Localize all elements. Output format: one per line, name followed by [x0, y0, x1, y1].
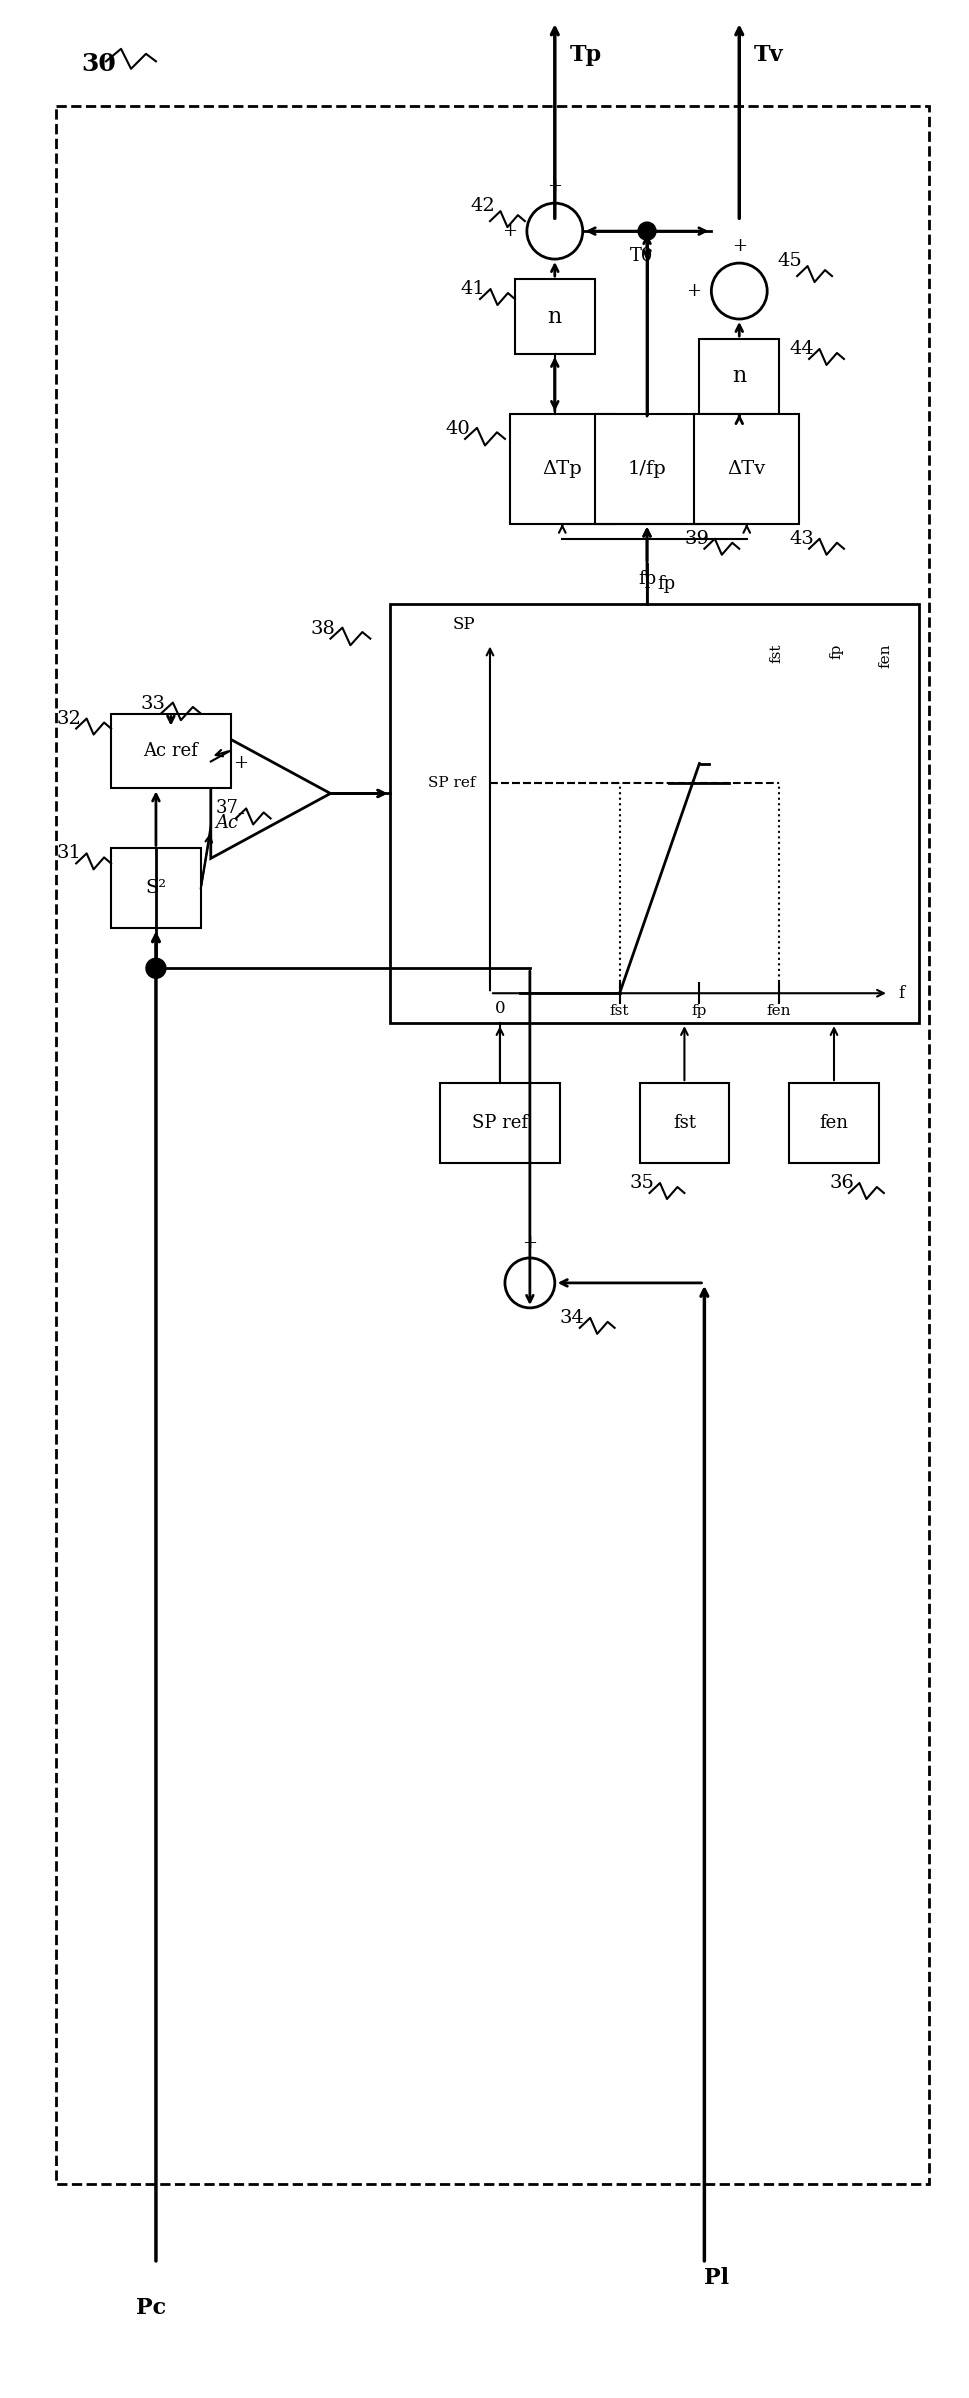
Text: SP ref: SP ref — [427, 777, 475, 791]
Text: Tv: Tv — [754, 43, 784, 67]
Text: 33: 33 — [141, 695, 166, 712]
Text: 36: 36 — [829, 1175, 854, 1192]
Text: n: n — [733, 364, 746, 388]
Text: Pl: Pl — [704, 2266, 730, 2288]
Text: +: + — [522, 1235, 538, 1252]
Text: +: + — [502, 223, 516, 240]
Text: 1/fp: 1/fp — [628, 460, 667, 477]
Text: 43: 43 — [789, 530, 814, 547]
Text: ΔTv: ΔTv — [728, 460, 766, 477]
FancyBboxPatch shape — [700, 338, 779, 415]
Text: 39: 39 — [684, 530, 709, 547]
Text: Ac: Ac — [216, 815, 239, 832]
Text: fst: fst — [769, 643, 783, 664]
FancyBboxPatch shape — [515, 278, 595, 355]
Text: Pc: Pc — [136, 2297, 166, 2319]
Text: 42: 42 — [470, 197, 495, 216]
Circle shape — [146, 959, 166, 978]
Text: 37: 37 — [216, 799, 238, 818]
Text: fp: fp — [692, 1005, 707, 1019]
Text: fen: fen — [766, 1005, 792, 1019]
Text: 44: 44 — [789, 341, 814, 357]
FancyBboxPatch shape — [111, 849, 201, 928]
Text: fp: fp — [638, 571, 656, 588]
Text: ΔTp: ΔTp — [543, 460, 582, 477]
Text: fen: fen — [879, 643, 892, 669]
Text: 31: 31 — [56, 844, 81, 863]
Text: -: - — [563, 1273, 570, 1293]
Text: 32: 32 — [56, 710, 81, 727]
FancyBboxPatch shape — [595, 415, 700, 523]
Text: +: + — [234, 753, 248, 772]
Text: SP: SP — [453, 616, 475, 633]
Text: SP ref: SP ref — [472, 1115, 528, 1132]
FancyBboxPatch shape — [789, 1084, 879, 1163]
Text: 40: 40 — [445, 420, 470, 439]
Text: n: n — [547, 305, 562, 329]
Text: +: + — [686, 283, 702, 300]
Text: +: + — [732, 237, 747, 254]
FancyBboxPatch shape — [640, 1084, 730, 1163]
Text: fst: fst — [610, 1005, 629, 1019]
FancyBboxPatch shape — [391, 604, 919, 1024]
FancyBboxPatch shape — [695, 415, 799, 523]
Circle shape — [638, 223, 656, 240]
Text: 34: 34 — [560, 1309, 584, 1326]
Text: -: - — [237, 803, 244, 823]
Text: 35: 35 — [630, 1175, 654, 1192]
FancyBboxPatch shape — [440, 1084, 560, 1163]
Text: fp: fp — [829, 643, 843, 659]
Text: S²: S² — [145, 880, 167, 897]
FancyBboxPatch shape — [510, 415, 614, 523]
Text: fst: fst — [672, 1115, 696, 1132]
Text: Ac ref: Ac ref — [143, 741, 199, 760]
Text: 0: 0 — [495, 1000, 506, 1017]
Text: 38: 38 — [310, 619, 335, 638]
Text: Tp: Tp — [570, 43, 602, 67]
FancyBboxPatch shape — [111, 715, 231, 789]
Text: 30: 30 — [81, 53, 116, 77]
Text: f: f — [899, 986, 905, 1002]
Text: +: + — [547, 177, 562, 194]
Text: fp: fp — [657, 576, 675, 592]
Text: T0: T0 — [631, 247, 654, 266]
Text: 41: 41 — [460, 281, 484, 297]
Text: 45: 45 — [777, 252, 802, 271]
Text: fen: fen — [820, 1115, 849, 1132]
